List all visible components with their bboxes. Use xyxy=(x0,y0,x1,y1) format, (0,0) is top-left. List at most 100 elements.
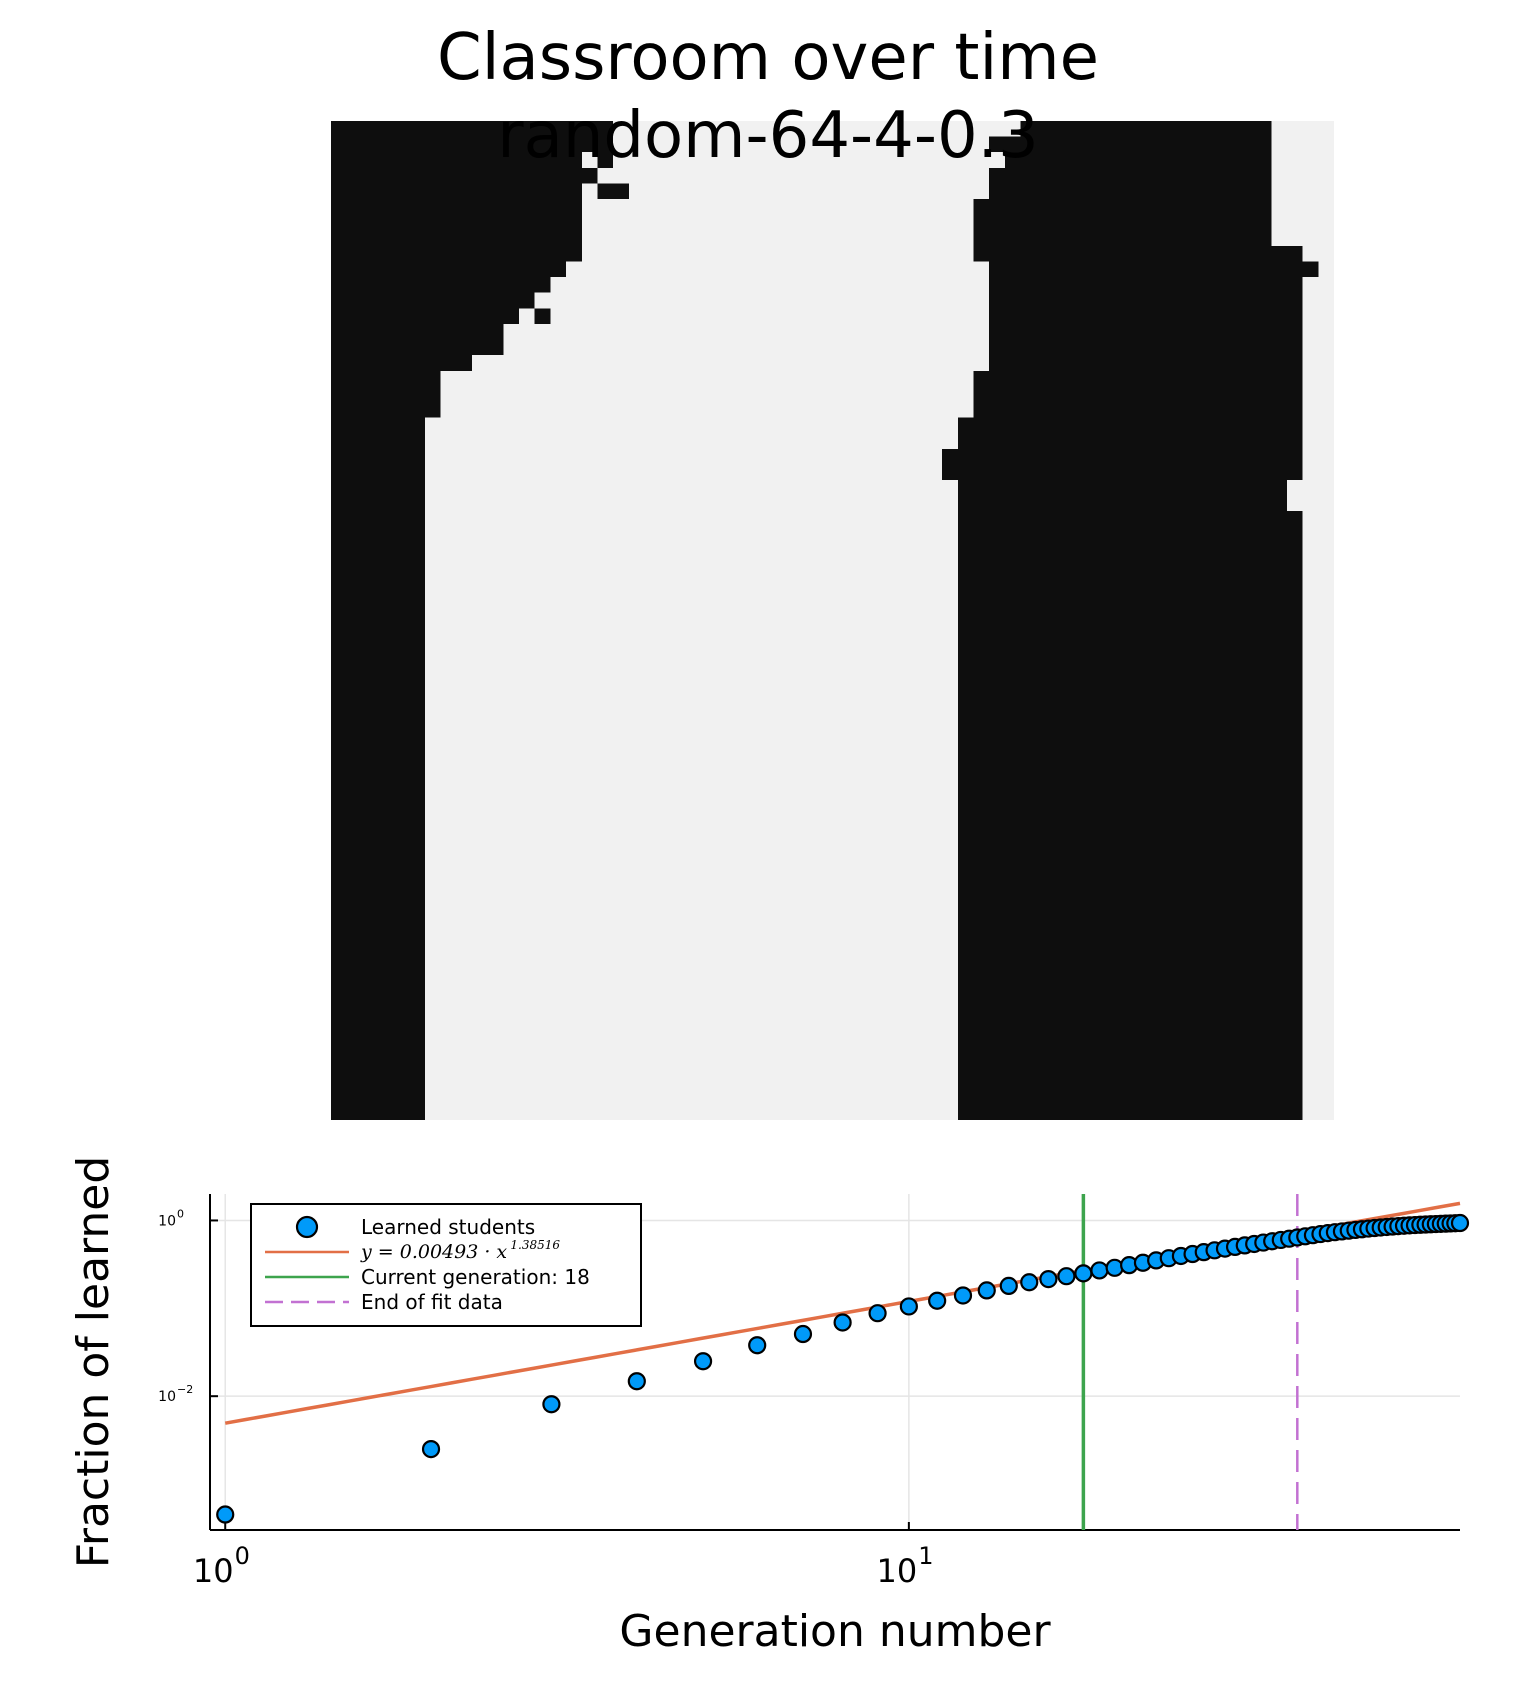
grid-cell-run xyxy=(331,480,426,496)
x-axis-label: Generation number xyxy=(619,1606,1051,1657)
grid-cell-run xyxy=(331,277,551,293)
grid-cell-run xyxy=(331,448,426,465)
learned-students-point xyxy=(748,1336,767,1355)
grid-cell-run xyxy=(331,776,426,793)
grid-cell-run xyxy=(989,292,1303,309)
learned-students-point xyxy=(868,1304,887,1323)
learned-students-point xyxy=(627,1372,646,1391)
x-tick-label: 10 xyxy=(877,1552,918,1590)
grid-cell-run xyxy=(957,667,1303,683)
plot-marks xyxy=(216,1194,1470,1530)
grid-cell-run xyxy=(957,480,1287,496)
grid-cell-run xyxy=(957,901,1303,918)
grid-cell-run xyxy=(957,495,1287,512)
learned-students-point xyxy=(421,1439,441,1459)
x-tick-exponent: 0 xyxy=(235,1542,250,1570)
grid-cell-run xyxy=(1004,152,1272,168)
grid-cell-run xyxy=(331,323,504,340)
grid-cell-run xyxy=(331,714,426,730)
grid-cell-run xyxy=(331,355,473,371)
learned-students-point xyxy=(1057,1267,1076,1286)
grid-cell-run xyxy=(957,573,1303,590)
grid-cell-run xyxy=(331,386,441,402)
learned-students-point xyxy=(953,1286,973,1305)
learned-students-point xyxy=(542,1395,561,1414)
grid-cell-run xyxy=(331,839,426,855)
grid-cell-run xyxy=(973,199,1272,215)
grid-cell-run xyxy=(331,745,426,761)
y-tick-exponent: −2 xyxy=(177,1383,193,1396)
grid-cell-run xyxy=(942,464,1303,481)
grid-cell-run xyxy=(989,183,1272,200)
grid-cell-run xyxy=(989,261,1319,278)
grid-cell-run xyxy=(331,370,441,387)
grid-cell-run xyxy=(331,230,582,246)
grid-cell-run xyxy=(957,917,1303,933)
grid-cell-run xyxy=(331,620,426,637)
grid-cell-run xyxy=(331,183,582,200)
grid-cell-run xyxy=(331,339,504,356)
grid-cell-run xyxy=(331,1041,426,1058)
grid-cell-run xyxy=(331,167,598,184)
grid-cell-run xyxy=(957,745,1303,761)
grid-cell-run xyxy=(973,370,1303,387)
grid-cell-run xyxy=(331,401,441,418)
grid-cell-run xyxy=(331,589,426,605)
axis-ticks: 10 0 10 110 010 −2 xyxy=(158,1207,933,1590)
grid-cell-run xyxy=(942,448,1303,465)
grid-cell-run xyxy=(957,620,1303,637)
grid-cell-run xyxy=(331,963,426,980)
learned-students-point xyxy=(216,1505,235,1524)
learned-students-point xyxy=(693,1352,713,1371)
grid-cell-run xyxy=(331,807,426,824)
grid-cell-run xyxy=(989,339,1303,356)
grid-cell-run xyxy=(957,807,1303,824)
grid-cell-run xyxy=(957,526,1303,543)
grid-cell-run xyxy=(331,495,426,512)
grid-cell-run xyxy=(331,511,426,527)
grid-cell-run xyxy=(331,292,535,309)
classroom-grid xyxy=(331,121,1334,1120)
chart-title-line-1: Classroom over time xyxy=(437,21,1099,95)
learned-students-point xyxy=(793,1324,813,1344)
grid-cell-run xyxy=(331,1026,426,1042)
grid-cell-run xyxy=(957,651,1303,668)
grid-cell-run xyxy=(331,136,614,153)
grid-cell-run xyxy=(957,979,1303,996)
grid-cell-run xyxy=(973,245,1303,262)
grid-cell-run xyxy=(957,948,1303,964)
legend-label-fit-exponent: 1.38516 xyxy=(510,1238,560,1252)
grid-cell-run xyxy=(957,682,1303,699)
grid-cell-run xyxy=(331,729,426,746)
grid-cell-run xyxy=(957,854,1303,871)
grid-cell-run xyxy=(331,682,426,699)
learned-students-point xyxy=(1020,1273,1039,1292)
y-axis-label: Fraction of learned xyxy=(68,1156,119,1568)
grid-cell-run xyxy=(331,979,426,996)
grid-cell-run xyxy=(989,355,1303,371)
grid-cell-run xyxy=(957,1088,1303,1105)
learned-students-point xyxy=(1105,1258,1124,1277)
learned-students-point xyxy=(1090,1261,1109,1280)
grid-cell-run xyxy=(331,917,426,933)
grid-cell-run xyxy=(331,261,567,278)
grid-cell-run xyxy=(331,526,426,543)
legend-label-fit: y = 0.00493 · x xyxy=(360,1241,507,1263)
grid-cell-run xyxy=(957,636,1303,652)
grid-cell-run xyxy=(989,323,1303,340)
grid-cell-run xyxy=(331,1010,426,1027)
grid-cell-run xyxy=(989,308,1303,324)
grid-cell-run xyxy=(331,932,426,949)
grid-cell-run xyxy=(331,199,582,215)
grid-cell-run xyxy=(331,542,426,559)
grid-cell-run xyxy=(331,854,426,871)
grid-cell-run xyxy=(973,401,1303,418)
grid-cell-run xyxy=(331,245,582,262)
grid-cell-run xyxy=(331,464,426,481)
grid-cell-run xyxy=(957,714,1303,730)
grid-cell-run xyxy=(957,1057,1303,1074)
grid-cell-run xyxy=(331,1088,426,1105)
